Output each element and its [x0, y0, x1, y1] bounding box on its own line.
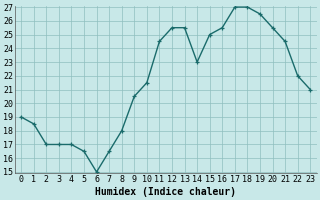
- X-axis label: Humidex (Indice chaleur): Humidex (Indice chaleur): [95, 186, 236, 197]
